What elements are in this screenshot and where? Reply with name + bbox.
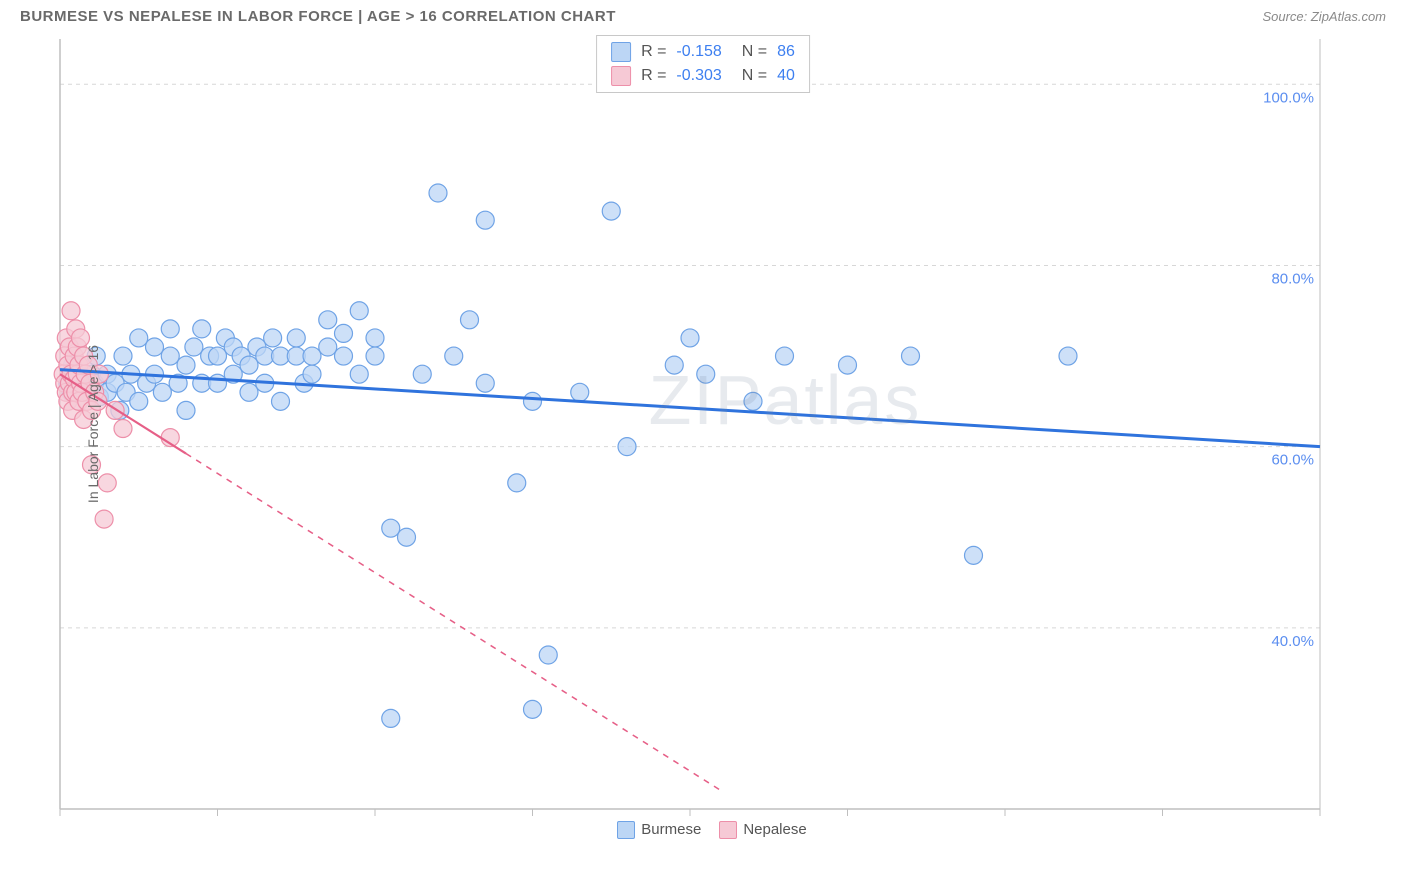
scatter-point (130, 329, 148, 347)
scatter-point (366, 329, 384, 347)
scatter-point (902, 347, 920, 365)
scatter-point (177, 356, 195, 374)
scatter-point (264, 329, 282, 347)
corr-n-label: N = (742, 64, 767, 88)
corr-legend-row: R = -0.303 N = 40 (611, 64, 795, 88)
scatter-point (398, 528, 416, 546)
legend-swatch (611, 66, 631, 86)
corr-r-value: -0.303 (676, 64, 721, 88)
scatter-point (240, 356, 258, 374)
scatter-point (303, 347, 321, 365)
correlation-legend: R = -0.158 N = 86 R = -0.303 N = 40 (596, 35, 810, 93)
corr-n-value: 86 (777, 40, 795, 64)
scatter-point (445, 347, 463, 365)
legend-label: Nepalese (743, 821, 806, 838)
bottom-legend: Burmese Nepalese (0, 819, 1406, 839)
trend-line-extrapolated (186, 454, 722, 791)
scatter-point (114, 420, 132, 438)
scatter-point (382, 519, 400, 537)
scatter-point (697, 365, 715, 383)
legend-swatch (719, 821, 737, 839)
scatter-point (1059, 347, 1077, 365)
scatter-point (335, 347, 353, 365)
scatter-point (508, 474, 526, 492)
scatter-point (177, 401, 195, 419)
legend-swatch (617, 821, 635, 839)
corr-legend-row: R = -0.158 N = 86 (611, 40, 795, 64)
scatter-point (839, 356, 857, 374)
scatter-point (429, 184, 447, 202)
scatter-point (161, 347, 179, 365)
y-tick-label: 60.0% (1271, 452, 1314, 469)
scatter-point (461, 311, 479, 329)
scatter-point (114, 347, 132, 365)
scatter-point (602, 202, 620, 220)
scatter-point (209, 347, 227, 365)
scatter-point (665, 356, 683, 374)
scatter-point (209, 374, 227, 392)
scatter-point (303, 365, 321, 383)
chart-title: BURMESE VS NEPALESE IN LABOR FORCE | AGE… (20, 8, 616, 25)
y-tick-label: 80.0% (1271, 270, 1314, 287)
scatter-point (272, 392, 290, 410)
corr-r-value: -0.158 (676, 40, 721, 64)
scatter-point (476, 374, 494, 392)
scatter-chart: 40.0%60.0%80.0%100.0%0.0%80.0% (20, 29, 1340, 819)
scatter-point (681, 329, 699, 347)
scatter-point (146, 338, 164, 356)
scatter-point (335, 324, 353, 342)
scatter-point (413, 365, 431, 383)
scatter-point (185, 338, 203, 356)
scatter-point (965, 546, 983, 564)
scatter-point (240, 383, 258, 401)
scatter-point (350, 365, 368, 383)
scatter-point (319, 338, 337, 356)
scatter-point (382, 709, 400, 727)
source-attribution: Source: ZipAtlas.com (1262, 9, 1386, 24)
scatter-point (130, 392, 148, 410)
scatter-point (193, 320, 211, 338)
trend-line (60, 370, 1320, 447)
scatter-point (95, 510, 113, 528)
legend-label: Burmese (641, 821, 701, 838)
scatter-point (571, 383, 589, 401)
scatter-point (287, 329, 305, 347)
scatter-point (776, 347, 794, 365)
scatter-point (161, 320, 179, 338)
scatter-point (524, 392, 542, 410)
scatter-point (744, 392, 762, 410)
scatter-point (366, 347, 384, 365)
corr-n-value: 40 (777, 64, 795, 88)
scatter-point (153, 383, 171, 401)
scatter-point (62, 302, 80, 320)
y-tick-label: 100.0% (1263, 89, 1314, 106)
scatter-point (476, 211, 494, 229)
legend-swatch (611, 42, 631, 62)
chart-container: In Labor Force | Age > 16 40.0% 60.0% 80.0… (20, 29, 1386, 819)
scatter-point (618, 438, 636, 456)
corr-n-label: N = (742, 40, 767, 64)
corr-r-label: R = (641, 64, 666, 88)
scatter-point (350, 302, 368, 320)
scatter-point (539, 646, 557, 664)
scatter-point (524, 700, 542, 718)
y-axis-label: In Labor Force | Age > 16 (85, 345, 101, 503)
scatter-point (319, 311, 337, 329)
corr-r-label: R = (641, 40, 666, 64)
y-tick-label: 40.0% (1271, 633, 1314, 650)
